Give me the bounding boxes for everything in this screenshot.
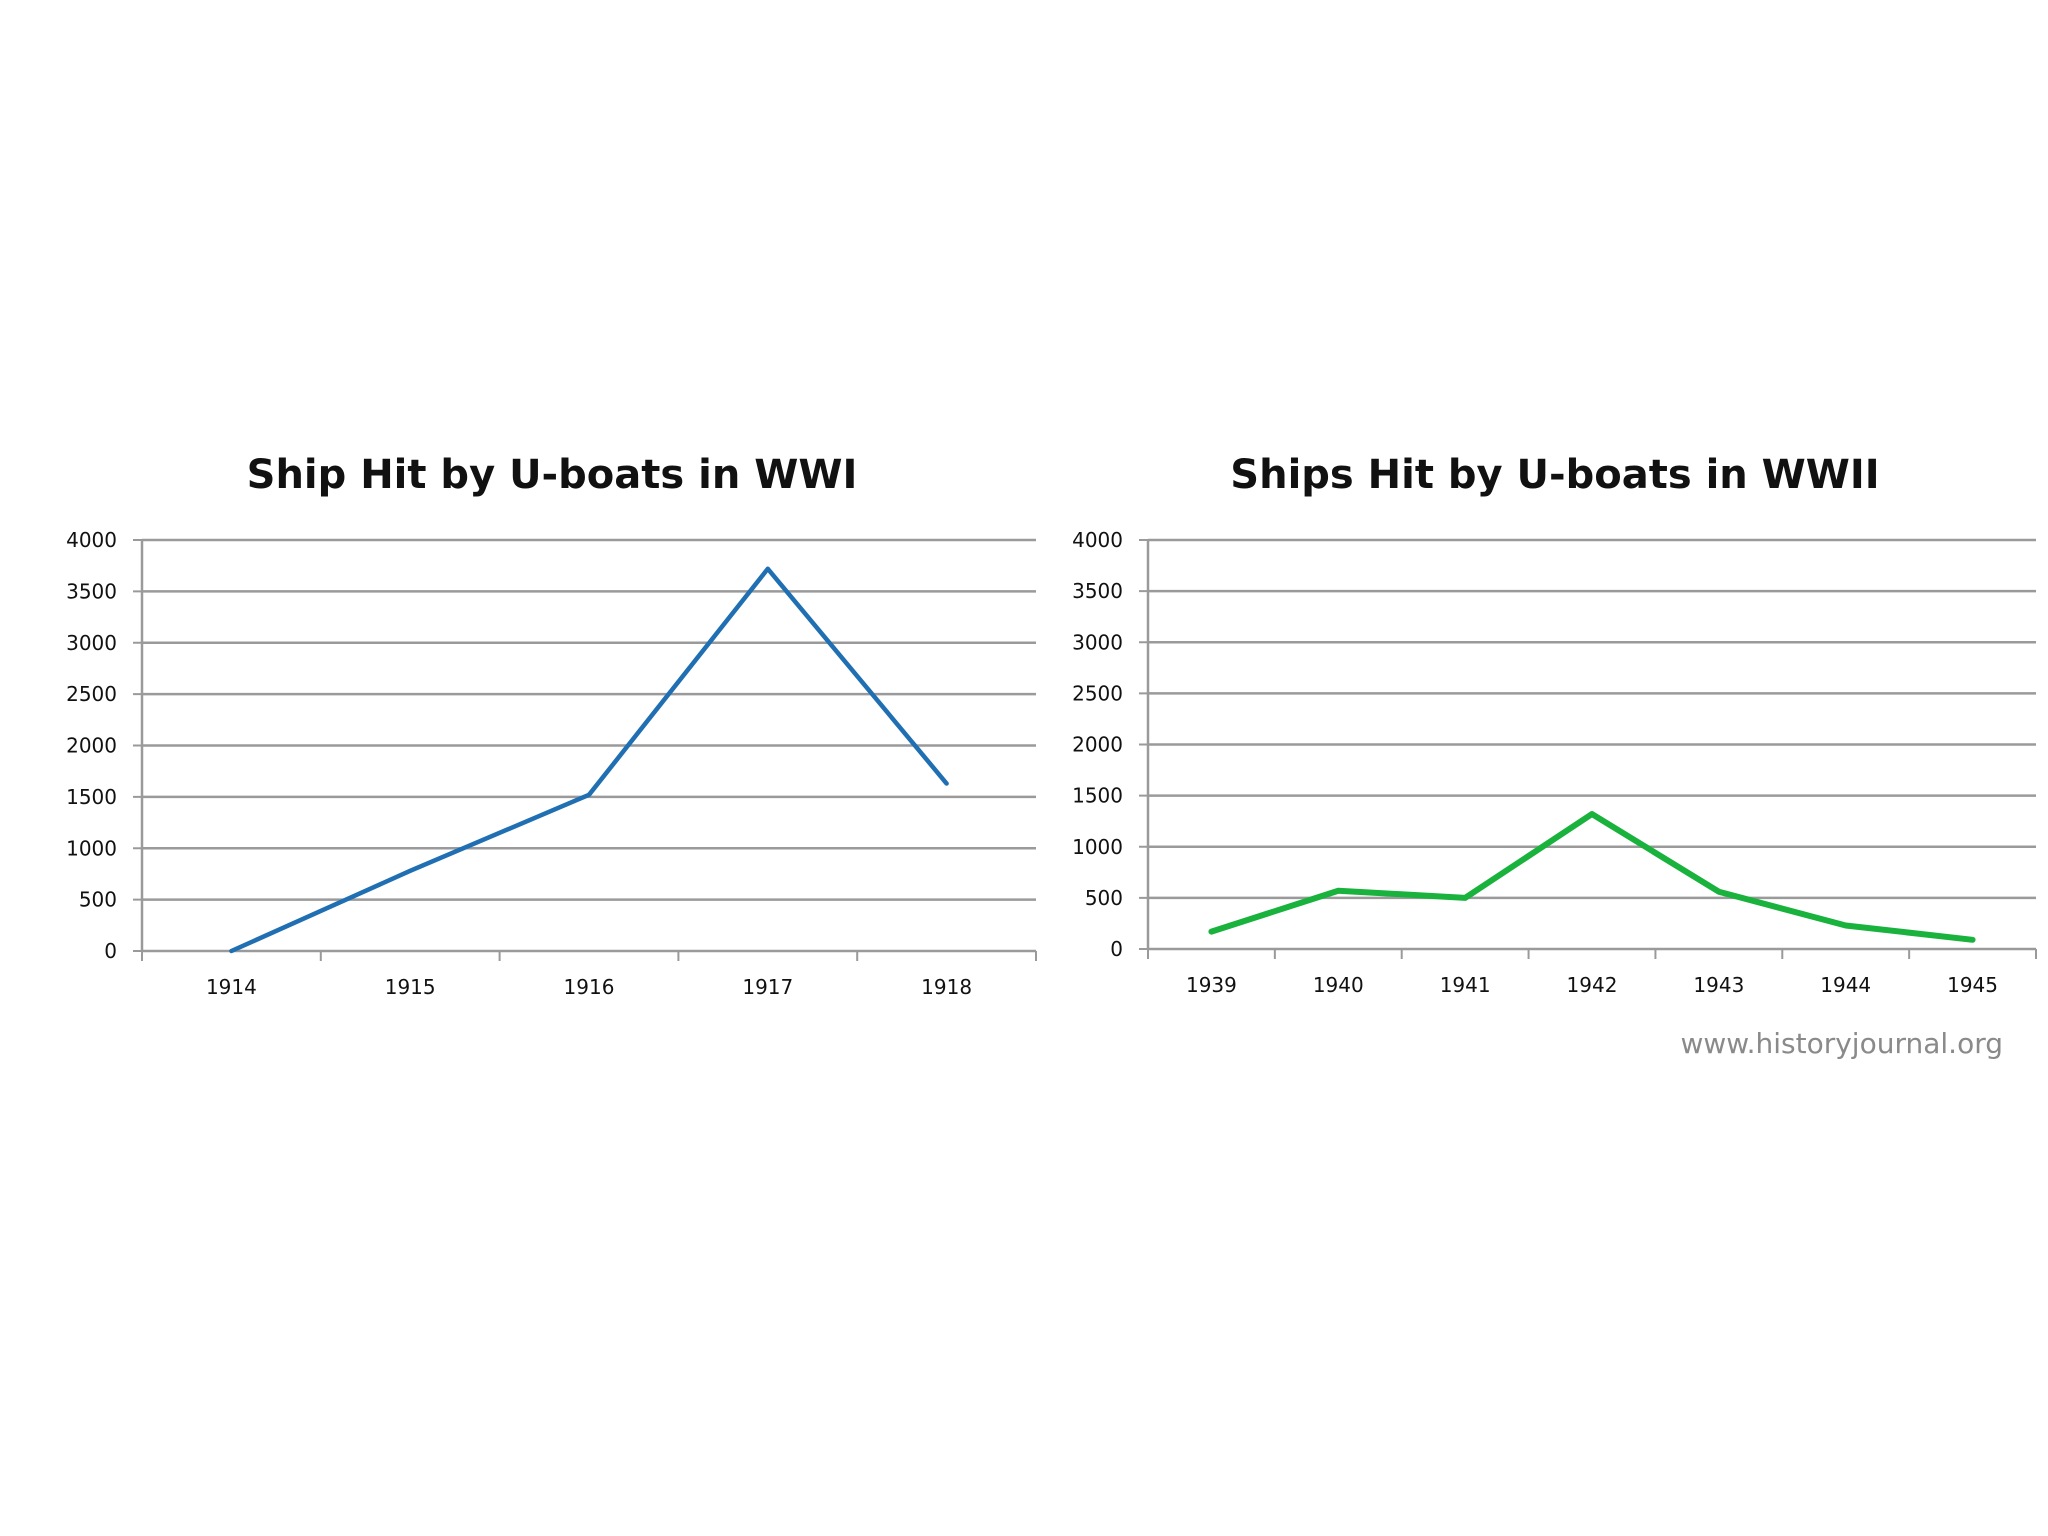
- chart-title-wwi: Ship Hit by U-boats in WWI: [247, 452, 858, 498]
- y-tick-label: 3500: [66, 579, 117, 603]
- x-tick-label-1914: 1914: [206, 975, 257, 999]
- data-point-1917: [767, 568, 769, 570]
- x-tick-label-1940: 1940: [1313, 973, 1364, 997]
- data-point-1942: [1591, 813, 1593, 815]
- data-point-1940: [1337, 890, 1339, 892]
- data-point-1918: [946, 783, 948, 785]
- source-watermark: www.historyjournal.org: [1680, 1027, 2003, 1060]
- y-tick-label: 2000: [1072, 733, 1123, 757]
- y-tick-label: 2000: [66, 734, 117, 758]
- chart-wwii: Ships Hit by U-boats in WWII 0 500 1000 150…: [1072, 452, 2037, 997]
- data-point-1943: [1718, 891, 1720, 893]
- x-tick-label-1915: 1915: [385, 975, 436, 999]
- y-tick-label: 3500: [1072, 579, 1123, 603]
- x-tick-label-1916: 1916: [564, 975, 615, 999]
- x-tick-label-1941: 1941: [1440, 973, 1491, 997]
- y-tick-label: 3000: [66, 631, 117, 655]
- data-point-1915: [409, 870, 411, 872]
- x-tick-label-1918: 1918: [921, 975, 972, 999]
- series-line-0: [1208, 811, 1976, 943]
- series-line-0: [229, 566, 949, 954]
- x-tick-label-1939: 1939: [1186, 973, 1237, 997]
- data-point-1944: [1845, 924, 1847, 926]
- chart-title-wwii: Ships Hit by U-boats in WWII: [1230, 452, 1879, 498]
- data-point-1945: [1972, 939, 1974, 941]
- data-point-1916: [588, 794, 590, 796]
- y-tick-label: 1500: [1072, 784, 1123, 808]
- data-point-1914: [230, 950, 232, 952]
- x-tick-label-1945: 1945: [1947, 973, 1998, 997]
- y-tick-label: 500: [79, 888, 117, 912]
- y-tick-label: 4000: [1072, 528, 1123, 552]
- data-point-1939: [1210, 931, 1212, 933]
- chart-wwi: Ship Hit by U-boats in WWI 0 500 1000 1500 2…: [66, 452, 1037, 999]
- y-tick-label: 4000: [66, 528, 117, 552]
- y-tick-label: 500: [1085, 886, 1123, 910]
- y-tick-label: 1000: [66, 836, 117, 860]
- y-tick-label: 0: [104, 939, 117, 963]
- x-tick-label-1942: 1942: [1567, 973, 1618, 997]
- y-tick-label: 3000: [1072, 630, 1123, 654]
- x-tick-label-1943: 1943: [1693, 973, 1744, 997]
- y-tick-label: 1500: [66, 785, 117, 809]
- x-tick-label-1944: 1944: [1820, 973, 1871, 997]
- data-point-1941: [1464, 897, 1466, 899]
- y-tick-label: 1000: [1072, 835, 1123, 859]
- y-tick-label: 2500: [66, 682, 117, 706]
- y-tick-label: 0: [1110, 937, 1123, 961]
- y-tick-label: 2500: [1072, 681, 1123, 705]
- x-tick-label-1917: 1917: [742, 975, 793, 999]
